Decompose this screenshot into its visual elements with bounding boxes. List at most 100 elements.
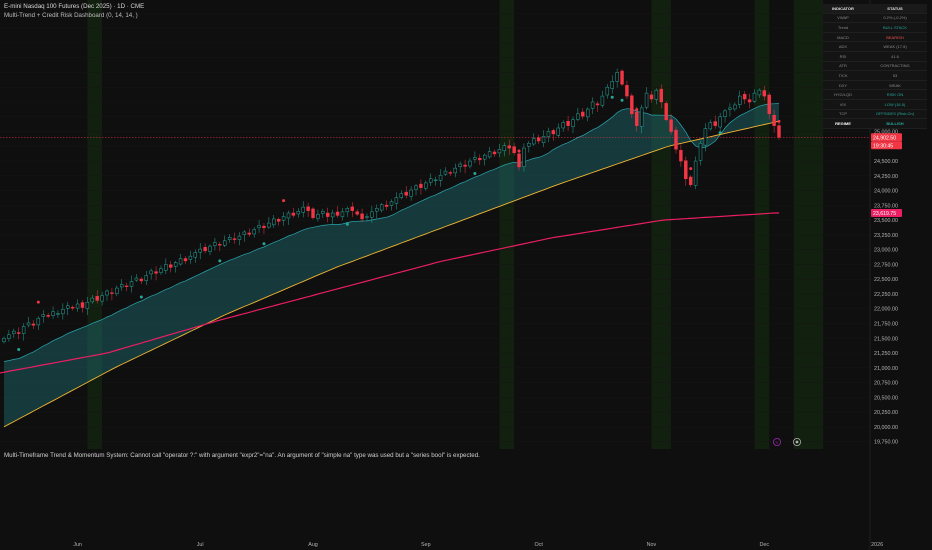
- candle[interactable]: [429, 173, 433, 186]
- candle[interactable]: [90, 294, 95, 304]
- candle[interactable]: [262, 222, 266, 235]
- candle[interactable]: [414, 184, 418, 196]
- candle[interactable]: [252, 227, 256, 238]
- candle[interactable]: [41, 310, 45, 323]
- candle[interactable]: [370, 205, 374, 223]
- candle[interactable]: [321, 208, 325, 218]
- candle[interactable]: [311, 207, 315, 220]
- candle[interactable]: [306, 202, 310, 217]
- candle[interactable]: [497, 143, 502, 158]
- candle[interactable]: [51, 306, 55, 319]
- candle[interactable]: [115, 285, 119, 297]
- candle[interactable]: [85, 296, 90, 315]
- candle[interactable]: [546, 127, 551, 143]
- candle[interactable]: [178, 253, 183, 266]
- ema-slow-line[interactable]: [0, 212, 779, 374]
- candle[interactable]: [218, 241, 222, 252]
- candle[interactable]: [541, 130, 546, 148]
- candle[interactable]: [590, 97, 595, 115]
- candle[interactable]: [61, 303, 65, 320]
- candle[interactable]: [458, 161, 462, 173]
- candle[interactable]: [581, 108, 585, 120]
- candle[interactable]: [536, 134, 541, 145]
- candle[interactable]: [674, 126, 678, 154]
- indicator-title[interactable]: Multi-Trend + Credit Risk Dashboard (0, …: [4, 12, 138, 19]
- candle[interactable]: [340, 207, 345, 221]
- candle[interactable]: [188, 250, 193, 264]
- candle[interactable]: [576, 107, 580, 122]
- candle[interactable]: [330, 209, 335, 224]
- candle[interactable]: [693, 156, 698, 190]
- candle[interactable]: [384, 200, 389, 211]
- candle[interactable]: [169, 260, 173, 273]
- candle[interactable]: [2, 336, 6, 344]
- candle[interactable]: [664, 100, 668, 122]
- candle[interactable]: [46, 312, 50, 319]
- candle[interactable]: [566, 115, 570, 131]
- candle[interactable]: [433, 176, 438, 186]
- candle[interactable]: [21, 323, 26, 341]
- price-tag[interactable]: 23,619.75: [871, 209, 902, 218]
- candle[interactable]: [492, 149, 497, 158]
- candle[interactable]: [223, 235, 227, 248]
- candle[interactable]: [649, 90, 654, 103]
- candle[interactable]: [56, 310, 60, 318]
- candle[interactable]: [762, 85, 767, 101]
- candle[interactable]: [409, 186, 413, 201]
- candle[interactable]: [375, 204, 379, 219]
- candle[interactable]: [110, 288, 114, 301]
- candle[interactable]: [242, 230, 247, 242]
- candle[interactable]: [448, 170, 453, 176]
- candle[interactable]: [424, 180, 428, 191]
- candle[interactable]: [502, 142, 507, 157]
- dividend-event-icon[interactable]: [793, 437, 802, 446]
- candle[interactable]: [698, 140, 703, 166]
- candle[interactable]: [75, 299, 80, 312]
- ema-fast-line[interactable]: [3, 102, 780, 362]
- candle[interactable]: [26, 316, 31, 328]
- candle[interactable]: [394, 192, 399, 210]
- candle[interactable]: [80, 300, 85, 313]
- candle[interactable]: [669, 114, 673, 135]
- candle[interactable]: [129, 275, 134, 293]
- candle[interactable]: [389, 199, 394, 211]
- candle[interactable]: [767, 92, 771, 120]
- candle[interactable]: [16, 327, 21, 340]
- candle[interactable]: [527, 140, 531, 153]
- candle[interactable]: [281, 211, 286, 226]
- candle[interactable]: [551, 128, 556, 141]
- candle[interactable]: [487, 146, 492, 159]
- candle[interactable]: [718, 112, 722, 132]
- candle[interactable]: [70, 305, 75, 311]
- candle[interactable]: [31, 320, 36, 329]
- candle[interactable]: [752, 89, 757, 104]
- candle[interactable]: [365, 213, 369, 222]
- candle[interactable]: [728, 103, 732, 117]
- candle[interactable]: [679, 144, 683, 167]
- candle[interactable]: [124, 282, 129, 292]
- candle[interactable]: [301, 201, 305, 218]
- candle[interactable]: [571, 116, 575, 133]
- candle[interactable]: [610, 75, 614, 94]
- candle[interactable]: [644, 87, 649, 110]
- candle[interactable]: [291, 207, 296, 218]
- flash-event-icon[interactable]: [773, 437, 782, 446]
- candle[interactable]: [399, 190, 404, 200]
- candle[interactable]: [247, 228, 251, 237]
- candle[interactable]: [120, 279, 124, 291]
- candle[interactable]: [335, 205, 340, 218]
- candle[interactable]: [605, 84, 610, 99]
- candle[interactable]: [95, 290, 99, 304]
- candle[interactable]: [482, 153, 487, 166]
- candle[interactable]: [100, 291, 104, 306]
- candle[interactable]: [286, 210, 291, 225]
- candle[interactable]: [585, 107, 590, 122]
- candle[interactable]: [183, 256, 188, 264]
- candle[interactable]: [149, 268, 153, 280]
- candle[interactable]: [733, 102, 737, 112]
- candle[interactable]: [723, 109, 727, 123]
- candle[interactable]: [227, 234, 232, 243]
- candle[interactable]: [639, 104, 644, 134]
- price-tag[interactable]: 24,902.50: [871, 133, 902, 142]
